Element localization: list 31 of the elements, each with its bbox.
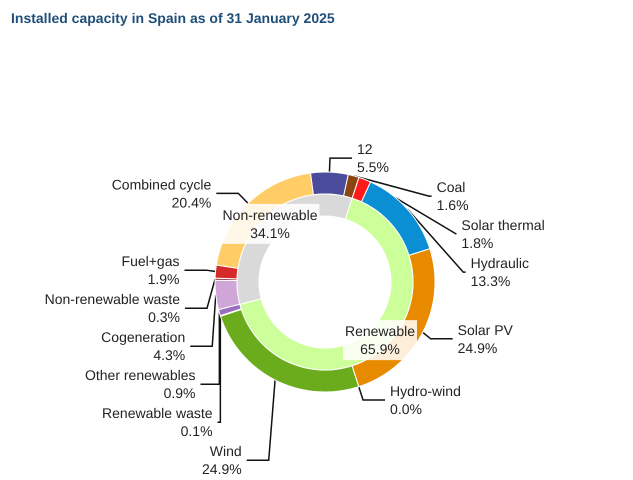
data-label: 0.9%	[164, 385, 196, 402]
legend-label: Hydro-wind	[390, 383, 461, 400]
data-label: 24.9%	[202, 461, 242, 478]
data-label: 0.1%	[180, 423, 213, 440]
data-label: 34.1%	[250, 224, 290, 241]
data-label: 65.9%	[360, 341, 400, 358]
slice-label: Renewable	[344, 323, 416, 340]
data-label: 4.3%	[153, 347, 186, 364]
data-label: 20.4%	[172, 194, 212, 210]
slice-label: Renewable waste	[102, 405, 213, 422]
data-label: 5.5%	[357, 159, 389, 176]
data-label: 13.3%	[470, 273, 510, 290]
slice-label: Other renewables	[84, 367, 196, 384]
slice-label: 12	[357, 141, 373, 158]
data-label: 24.9%	[458, 340, 498, 356]
slice-label: Cogeneration	[101, 329, 186, 346]
slice-label: Wind	[210, 443, 242, 460]
slice-label: Solar thermal	[461, 217, 545, 234]
data-label: 1.8%	[461, 235, 494, 252]
chart-title: Installed capacity in Spain as of 31 January 2025	[11, 10, 335, 26]
data-label: 1.9%	[148, 271, 180, 288]
text: 0.0%	[390, 401, 422, 418]
slice-label: Solar PV	[458, 322, 514, 338]
slice-label: Non-renewable	[222, 206, 318, 223]
data-label: 1.6%	[436, 197, 469, 214]
slice-label: Coal	[436, 179, 466, 196]
slice-label: Combined cycle	[112, 176, 212, 192]
slice-label: Hydraulic	[470, 255, 529, 272]
data-label: 0.3%	[148, 309, 180, 326]
slice-label: Non-renewable waste	[44, 291, 180, 308]
slice-label: Fuel+gas	[122, 253, 180, 270]
